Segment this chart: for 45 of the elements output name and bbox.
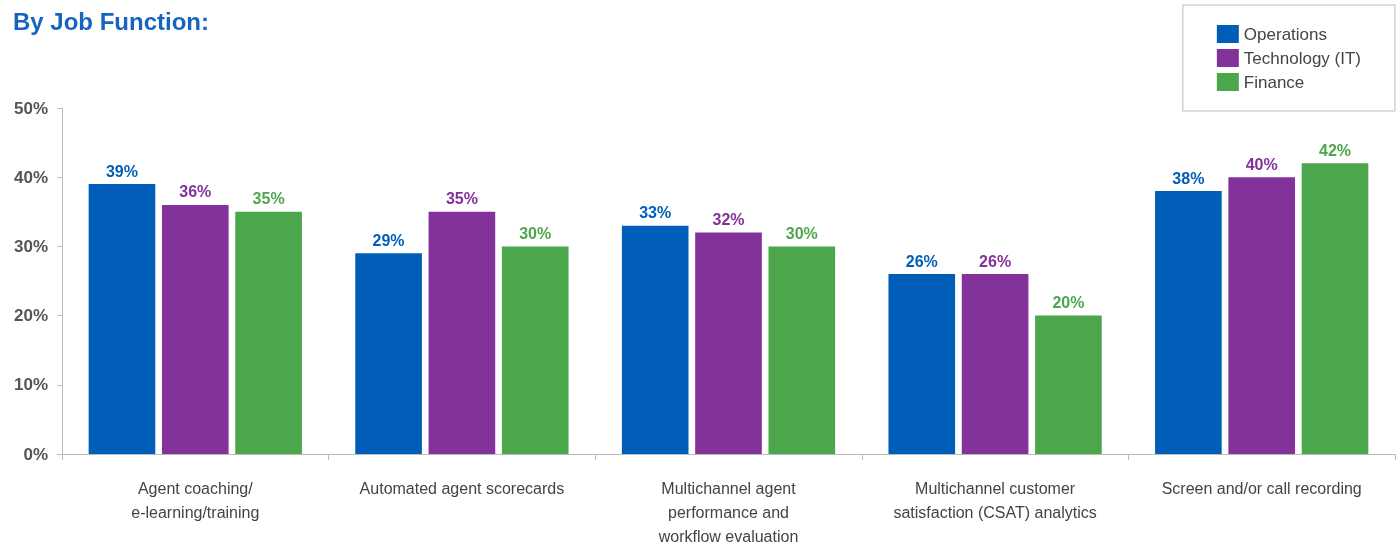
x-tick-label: Screen and/or call recording (1161, 479, 1362, 497)
data-label: 29% (372, 231, 405, 249)
bar (88, 184, 156, 454)
data-label: 35% (445, 190, 478, 208)
bar (768, 246, 836, 454)
y-tick-label: 50% (13, 98, 48, 118)
y-tick-label: 0% (23, 444, 48, 464)
bar (1301, 163, 1369, 454)
data-label: 39% (105, 162, 138, 180)
bar (1155, 191, 1222, 454)
bar (428, 211, 496, 454)
legend-label: Technology (IT) (1243, 48, 1362, 68)
data-label: 20% (1052, 294, 1085, 312)
data-label: 35% (252, 190, 285, 208)
legend-label: Operations (1243, 24, 1328, 44)
bar (695, 232, 762, 454)
bar (501, 246, 569, 454)
y-tick-label: 10% (13, 375, 48, 395)
data-label: 36% (179, 183, 212, 201)
data-label: 40% (1245, 155, 1278, 173)
bar (355, 253, 422, 454)
x-tick-label: Automated agent scorecards (359, 479, 565, 497)
data-label: 30% (519, 224, 552, 242)
bar (1035, 315, 1102, 454)
y-tick-label: 20% (13, 306, 48, 326)
y-tick-label: 30% (13, 236, 48, 256)
bar (888, 274, 956, 454)
data-label: 32% (712, 211, 745, 229)
x-tick-label: Multichannel agent performance and workflow evaluation (657, 479, 799, 545)
data-label: 30% (785, 224, 818, 242)
x-tick-label: Agent coaching/ e-learning/training (131, 479, 260, 521)
bar (235, 211, 302, 454)
data-label: 33% (639, 204, 672, 222)
bar (961, 274, 1029, 454)
data-label: 26% (905, 252, 938, 270)
chart-title: By Job Function: (13, 7, 209, 35)
data-label: 42% (1319, 141, 1352, 159)
data-label: 38% (1172, 169, 1205, 187)
x-tick-label: Multichannel customer satisfaction (CSAT) analytics (893, 479, 1097, 521)
bar (1228, 177, 1296, 454)
bar (161, 204, 229, 454)
bar (621, 225, 689, 454)
data-label: 26% (979, 252, 1012, 270)
legend-label: Finance (1243, 72, 1305, 92)
y-tick-label: 40% (13, 167, 48, 187)
